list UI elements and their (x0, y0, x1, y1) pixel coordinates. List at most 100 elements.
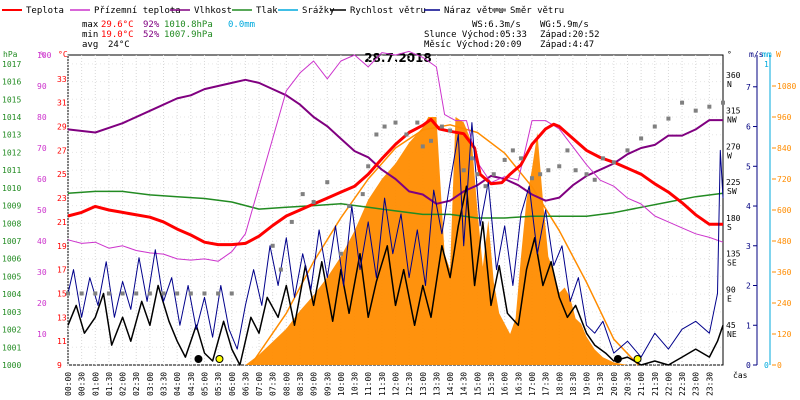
legend-label-hum: Vlhkost (194, 6, 232, 16)
series-point-dir (79, 291, 84, 296)
stats-min-temp: 19.0°C (101, 30, 134, 40)
series-point-dir (428, 138, 433, 143)
series-point-dir (382, 124, 387, 129)
ms-tick-label: 2 (746, 282, 751, 291)
degc-tick-label: 27 (57, 146, 67, 155)
axis-unit-deg: ° (727, 50, 732, 59)
pct-tick-label: 90 (37, 82, 47, 91)
series-point-dir (393, 120, 398, 125)
legend-item-dir: Směr větru (492, 6, 564, 16)
degc-tick-label: 21 (57, 218, 67, 227)
series-point-dir (693, 108, 698, 113)
x-tick-label: 22:30 (678, 372, 687, 396)
series-point-dir (134, 291, 139, 296)
hpa-tick-label: 1015 (2, 95, 21, 104)
hpa-tick-label: 1011 (2, 166, 21, 175)
x-tick-label: 00:00 (64, 372, 73, 396)
legend-item-wind: Rychlost větru (330, 6, 426, 16)
sunset-marker (633, 355, 642, 363)
stats-wg: WG:5.9m/s (540, 20, 589, 30)
dir-tick-label: 135 (726, 250, 741, 259)
degc-tick-label: 31 (57, 99, 67, 108)
axis-unit-mm: mm (762, 50, 772, 59)
series-point-dir (707, 104, 712, 109)
moonrise-marker (613, 355, 622, 363)
series-point-dir (639, 136, 644, 141)
x-tick-label: 00:30 (78, 372, 87, 396)
hpa-tick-label: 1004 (2, 290, 21, 299)
legend-label-gust: Náraz větru (444, 6, 504, 16)
dir-tick-compass: SE (727, 259, 737, 268)
stats-moon-set: Západ:4:47 (540, 40, 594, 50)
series-point-dir (338, 251, 343, 256)
pct-tick-label: 10 (37, 330, 47, 339)
x-tick-label: 05:00 (200, 372, 209, 396)
series-point-dir (289, 219, 294, 224)
x-tick-label: 21:00 (637, 372, 646, 396)
x-tick-label: 17:30 (542, 372, 551, 396)
series-point-dir (510, 148, 515, 153)
stats-moon: Měsíc Východ:20:09 (424, 40, 522, 50)
series-point-dir (120, 291, 125, 296)
ms-tick-label: 3 (746, 242, 751, 251)
ms-tick-label: 5 (746, 162, 751, 171)
stats-avg-temp: 24°C (108, 40, 130, 50)
x-tick-label: 19:00 (583, 372, 592, 396)
series-point-dir (311, 200, 316, 205)
series-point-dir (66, 291, 70, 296)
series-line-solar-theory (250, 124, 639, 366)
x-tick-label: 02:00 (119, 372, 128, 396)
x-tick-label: 04:00 (173, 372, 182, 396)
axis-unit-pct: % (40, 50, 45, 59)
axis-unit-ms: m/s (749, 50, 764, 59)
x-tick-label: 18:00 (555, 372, 564, 396)
x-tick-label: 19:30 (596, 372, 605, 396)
stats-sun: Slunce Východ:05:33 (424, 30, 527, 40)
series-point-dir (216, 291, 221, 296)
ms-tick-label: 0 (746, 361, 751, 370)
stats-max-press: 1010.8hPa (164, 20, 213, 30)
series-point-dir (188, 291, 193, 296)
degc-tick-label: 19 (57, 242, 67, 251)
dir-tick-compass: NW (727, 116, 737, 125)
series-point-dir (461, 168, 466, 173)
degc-tick-label: 29 (57, 123, 67, 132)
markers-layer (194, 355, 642, 363)
series-point-dir (147, 291, 152, 296)
series-point-dir (483, 184, 488, 189)
w-tick-label: 480 (777, 237, 792, 246)
legend-item-ground: Přízemní teplota (70, 6, 181, 16)
x-tick-label: 14:00 (446, 372, 455, 396)
dir-tick-label: 180 (726, 214, 741, 223)
hpa-tick-label: 1009 (2, 202, 21, 211)
series-point-dir (680, 100, 685, 105)
series-point-dir (502, 157, 507, 162)
dir-tick-label: 90 (726, 285, 736, 294)
dir-tick-label: 315 (726, 107, 741, 116)
x-tick-label: 21:30 (651, 372, 660, 396)
series-point-dir (93, 291, 98, 296)
series-point-dir (415, 120, 420, 125)
x-tick-label: 01:00 (91, 372, 100, 396)
series-point-dir (546, 168, 551, 173)
mm-tick-label: 0 (764, 361, 769, 370)
x-tick-label: 03:00 (146, 372, 155, 396)
stats-sun-set: Západ:20:52 (540, 30, 600, 40)
series-point-dir (600, 156, 605, 161)
series-point-dir (270, 243, 275, 248)
x-tick-label: 23:30 (705, 372, 714, 396)
series-point-dir (565, 148, 570, 153)
axis-unit-time: čas (733, 370, 748, 380)
x-tick-label: 10:00 (337, 372, 346, 396)
moonset-marker (194, 355, 203, 363)
x-tick-label: 08:00 (282, 372, 291, 396)
series-point-dir (278, 267, 283, 272)
pct-tick-label: 80 (37, 113, 47, 122)
series-point-dir (538, 172, 543, 177)
pct-tick-label: 100 (37, 51, 52, 60)
pct-tick-label: 50 (37, 206, 47, 215)
stats-max-temp: 29.6°C (101, 20, 134, 30)
stats-max-hum: 92% (143, 20, 160, 30)
series-point-dir (106, 291, 111, 296)
degc-tick-label: 11 (57, 337, 67, 346)
